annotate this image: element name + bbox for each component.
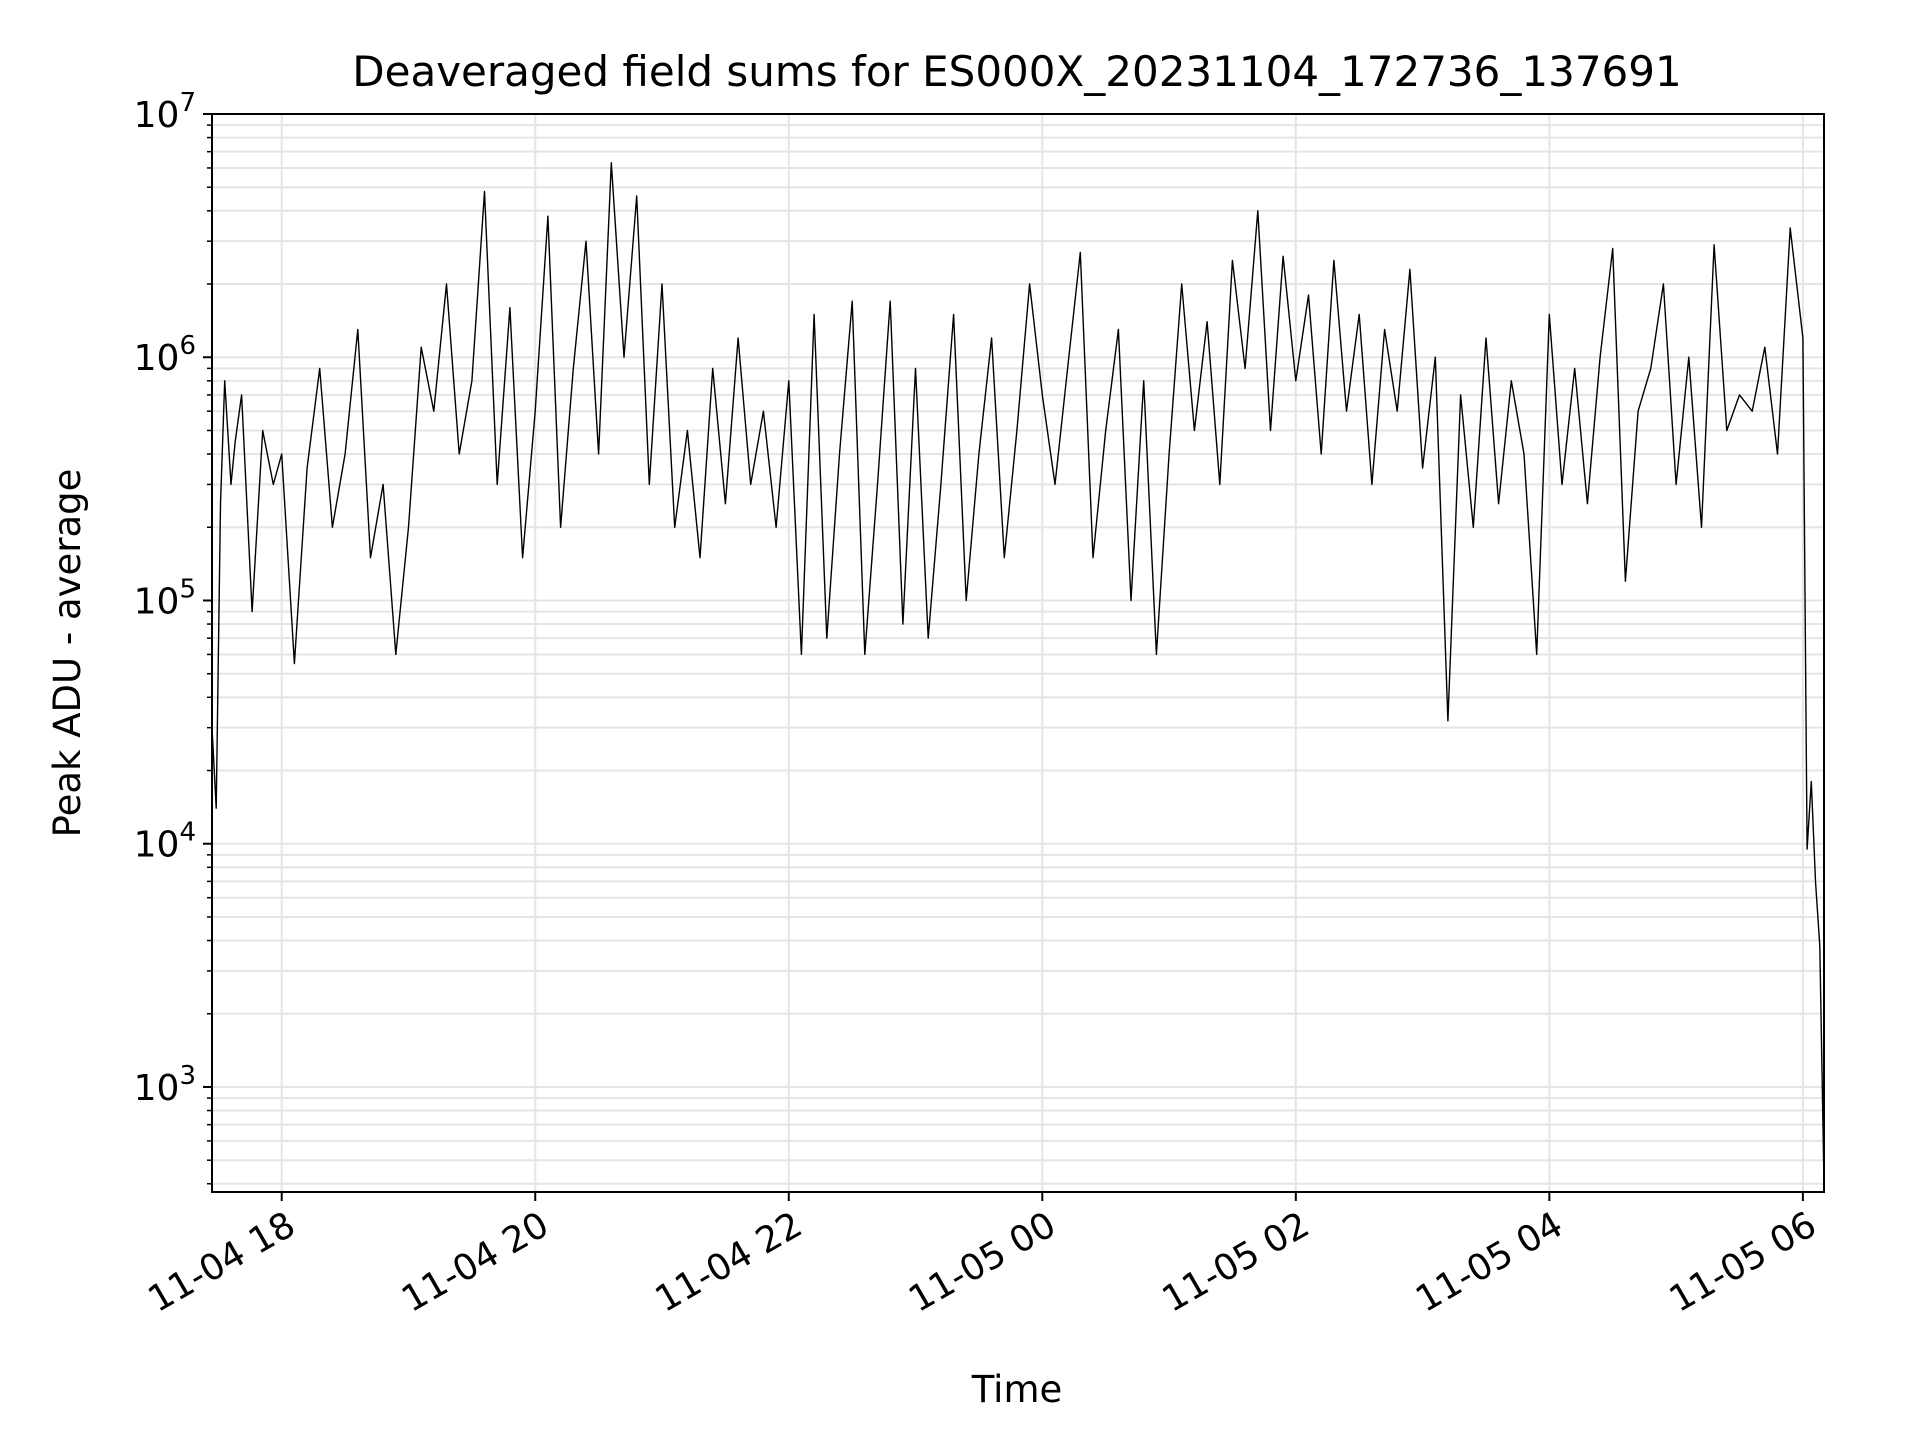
y-tick-label: 103 <box>134 1061 196 1109</box>
y-axis-ticks: 103 104 105 106 107 <box>134 88 212 1185</box>
minor-gridlines <box>212 124 1824 1185</box>
x-axis-label: Time <box>971 1368 1063 1411</box>
y-tick-label: 107 <box>134 88 196 136</box>
plot-area <box>212 114 1824 1192</box>
chart-title: Deaveraged field sums for ES000X_2023110… <box>352 47 1681 96</box>
axes-frame <box>211 113 1825 1193</box>
y-tick-label: 104 <box>134 818 196 866</box>
y-axis-label: Peak ADU - average <box>46 469 89 838</box>
y-tick-label: 105 <box>134 574 196 622</box>
series-line <box>211 162 1825 1184</box>
y-tick-label: 106 <box>134 331 196 379</box>
